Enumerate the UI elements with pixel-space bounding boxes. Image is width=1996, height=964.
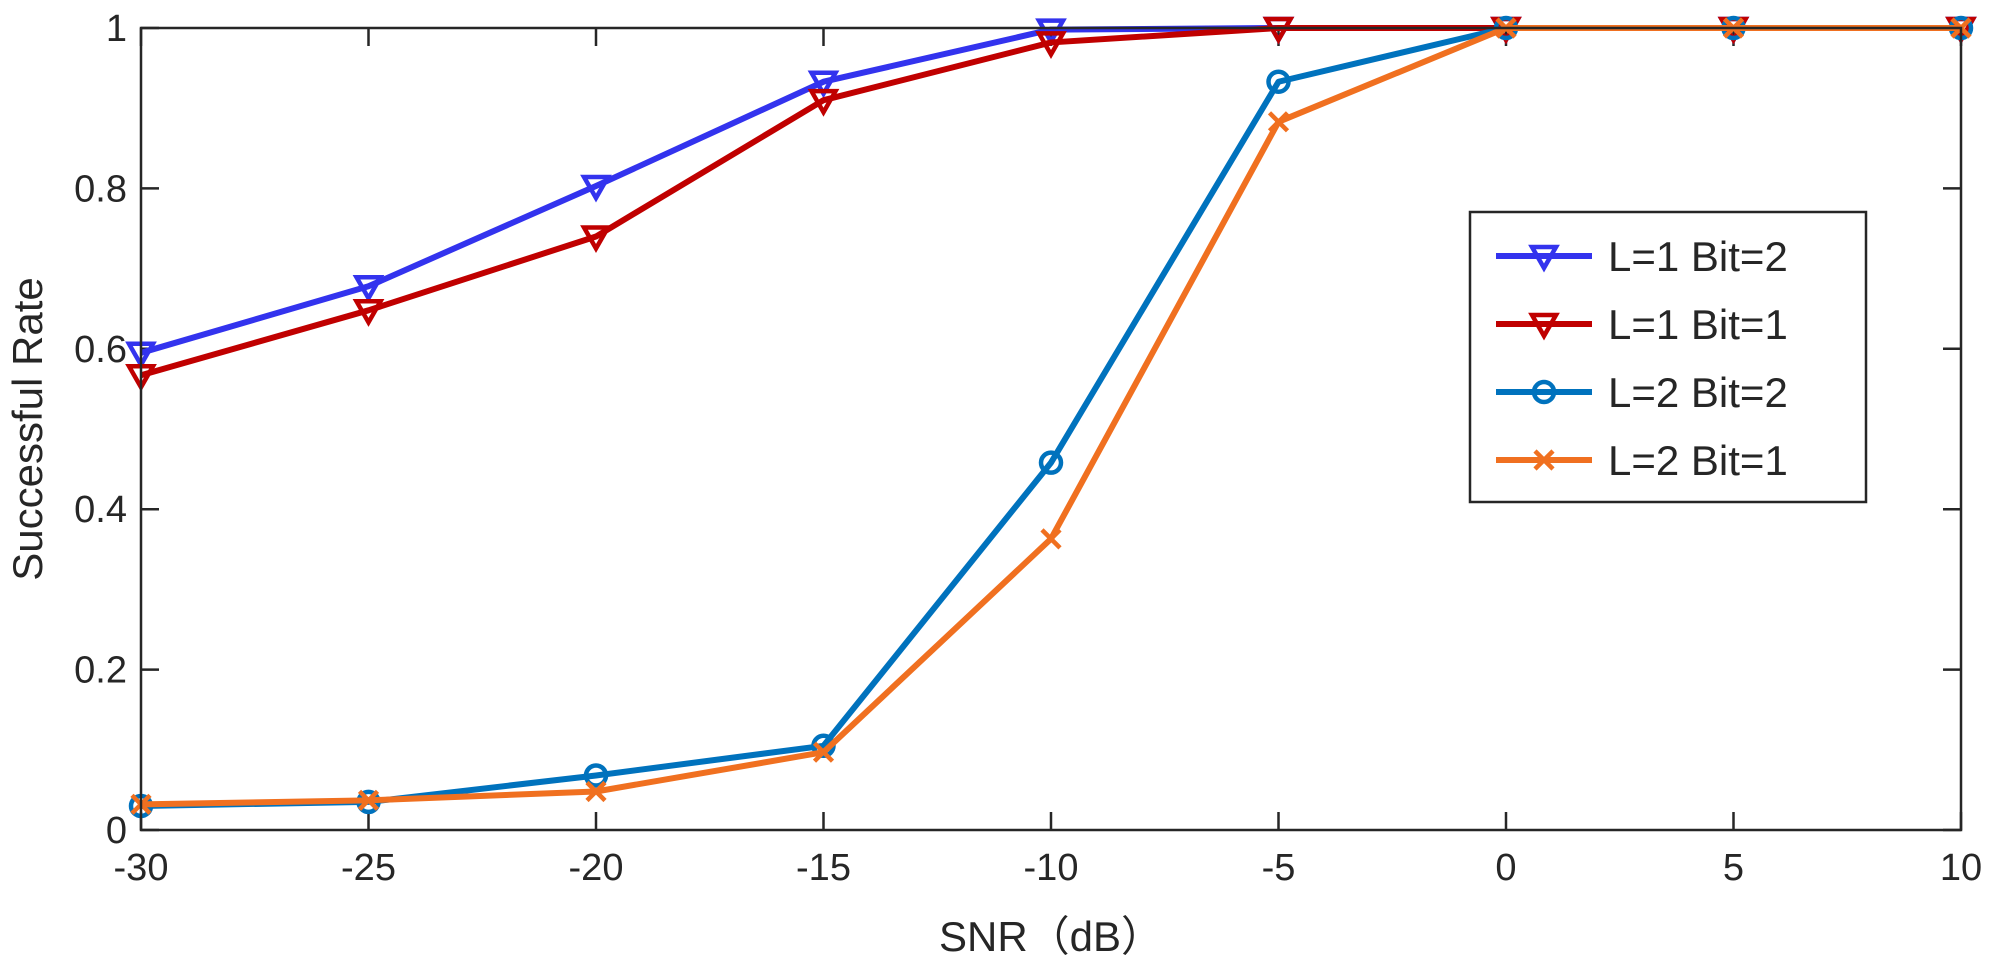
x-tick-label: -25: [341, 847, 396, 889]
y-tick-label: 0.8: [74, 168, 127, 210]
x-axis-title: SNR（dB）: [939, 913, 1163, 960]
y-tick-label: 0: [106, 810, 127, 852]
x-tick-label: -30: [114, 847, 169, 889]
legend-marker: [1528, 312, 1560, 341]
x-tick-label: -15: [796, 847, 851, 889]
data-point: [1266, 69, 1291, 94]
data-point: [1267, 111, 1290, 133]
legend-item: L=2 Bit=1: [1496, 437, 1788, 484]
data-point: [1040, 528, 1062, 550]
data-point: [583, 763, 609, 788]
data-point: [1035, 18, 1067, 47]
y-axis-title: Successful Rate: [4, 277, 51, 580]
data-point: [352, 299, 385, 327]
tick-labels: -30 -25 -20 -15 -10 -5 0 5 10 0 0.2 0.4 0.6 0.8 1: [74, 8, 1982, 889]
y-tick-label: 0.2: [74, 650, 127, 692]
data-point: [1262, 16, 1295, 45]
legend-label: L=2 Bit=2: [1608, 369, 1788, 416]
legend-label: L=1 Bit=2: [1608, 233, 1788, 280]
data-point: [580, 225, 612, 254]
legend-marker: [1533, 449, 1555, 471]
data-point: [807, 88, 840, 117]
legend-marker: [1528, 244, 1560, 273]
y-tick-label: 0.4: [74, 489, 127, 531]
data-point: [1038, 450, 1064, 475]
x-tick-label: 5: [1723, 847, 1744, 889]
legend-label: L=2 Bit=1: [1608, 437, 1788, 484]
legend: L=1 Bit=2 L=1 Bit=1 L=2 Bit=2 L=2 Bit=1: [1468, 210, 1868, 504]
data-point: [580, 174, 612, 203]
legend-item: L=2 Bit=2: [1496, 369, 1788, 416]
axes-box: [139, 26, 1963, 832]
y-tick-label: 0.6: [74, 329, 127, 371]
x-tick-label: 0: [1495, 847, 1516, 889]
x-tick-label: -5: [1262, 847, 1296, 889]
y-tick-label: 1: [106, 8, 127, 50]
data-point: [352, 274, 385, 303]
data-point: [585, 780, 607, 803]
legend-label: L=1 Bit=1: [1608, 301, 1788, 348]
x-tick-label: -20: [569, 847, 624, 889]
legend-item: L=1 Bit=2: [1496, 233, 1788, 280]
x-tick-label: -10: [1024, 847, 1079, 889]
data-point: [1035, 31, 1067, 59]
data-point: [357, 789, 380, 811]
x-tick-label: 10: [1940, 847, 1982, 889]
data-point: [812, 741, 835, 763]
legend-item: L=1 Bit=1: [1496, 301, 1788, 348]
legend-marker: [1531, 379, 1557, 405]
data-point: [807, 70, 840, 99]
